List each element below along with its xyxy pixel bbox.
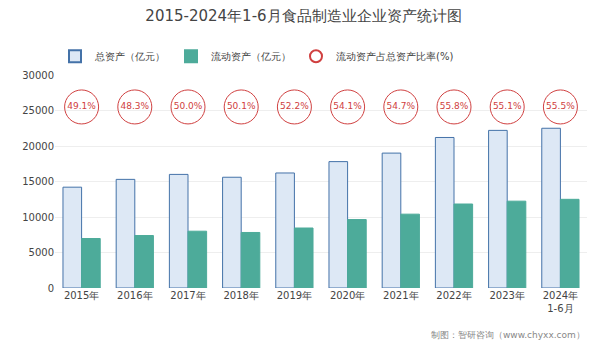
svg-text:2024年1-6月: 2024年1-6月	[543, 290, 578, 314]
svg-text:制图：智研咨询（www.chyxx.com）: 制图：智研咨询（www.chyxx.com）	[431, 330, 585, 340]
svg-text:0: 0	[48, 283, 54, 294]
svg-text:15000: 15000	[22, 176, 54, 187]
svg-text:48.3%: 48.3%	[121, 101, 150, 111]
svg-text:2020年: 2020年	[330, 290, 365, 301]
svg-text:49.1%: 49.1%	[67, 101, 96, 111]
svg-text:2021年: 2021年	[383, 290, 418, 301]
svg-text:2022年: 2022年	[436, 290, 471, 301]
svg-text:10000: 10000	[22, 212, 54, 223]
svg-text:2015年: 2015年	[64, 290, 99, 301]
svg-text:54.7%: 54.7%	[387, 101, 416, 111]
svg-text:55.5%: 55.5%	[546, 101, 575, 111]
svg-text:2023年: 2023年	[489, 290, 524, 301]
svg-text:2019年: 2019年	[277, 290, 312, 301]
svg-text:50.1%: 50.1%	[227, 101, 256, 111]
svg-text:2016年: 2016年	[117, 290, 152, 301]
svg-text:2018年: 2018年	[223, 290, 258, 301]
svg-text:52.2%: 52.2%	[280, 101, 309, 111]
svg-text:2017年: 2017年	[170, 290, 205, 301]
svg-text:55.1%: 55.1%	[493, 101, 522, 111]
svg-text:50.0%: 50.0%	[174, 101, 203, 111]
svg-text:总资产（亿元）: 总资产（亿元）	[94, 51, 165, 62]
svg-text:5000: 5000	[29, 247, 54, 258]
svg-text:流动资产（亿元）: 流动资产（亿元）	[211, 51, 291, 62]
svg-text:30000: 30000	[22, 70, 54, 81]
svg-text:25000: 25000	[22, 105, 54, 116]
svg-text:54.1%: 54.1%	[333, 101, 362, 111]
svg-text:2015-2024年1-6月食品制造业企业资产统计图: 2015-2024年1-6月食品制造业企业资产统计图	[145, 7, 461, 25]
svg-text:流动资产占总资产比率(%): 流动资产占总资产比率(%)	[336, 51, 453, 62]
svg-text:55.8%: 55.8%	[440, 101, 469, 111]
svg-text:20000: 20000	[22, 141, 54, 152]
